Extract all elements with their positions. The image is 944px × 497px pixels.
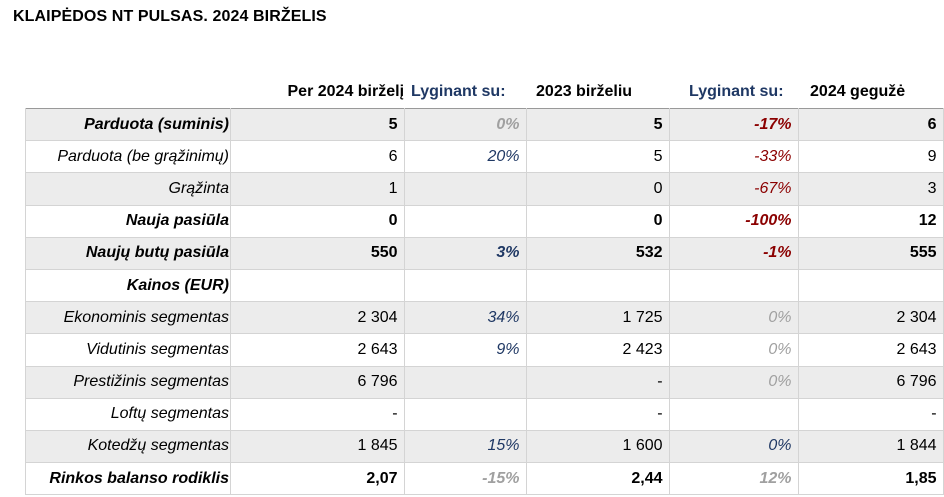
row-label: Kotedžų segmentas xyxy=(25,429,231,464)
value-prior-month xyxy=(797,268,944,303)
header-current-period: Per 2024 birželį xyxy=(287,82,405,100)
row-label: Parduota (be grąžinimų) xyxy=(25,140,231,174)
row-label: Kainos (EUR) xyxy=(25,268,231,303)
value-current: 1 845 xyxy=(230,429,405,464)
value-prior-month: 3 xyxy=(797,172,944,206)
table-row: Prestižinis segmentas 6 796-0% 6 796 xyxy=(25,365,944,399)
change-vs-prior-year xyxy=(403,397,527,431)
value-prior-month: 12 xyxy=(797,204,944,238)
value-prior-year: 0 xyxy=(525,172,670,206)
change-vs-prior-month: 12% xyxy=(668,462,799,496)
header-label-column xyxy=(26,75,231,109)
value-prior-month: - xyxy=(797,397,944,431)
table-row: Nauja pasiūla 0 0 -100% 12 xyxy=(25,204,944,238)
value-prior-month: 2 643 xyxy=(797,333,944,367)
page-title: KLAIPĖDOS NT PULSAS. 2024 BIRŽELIS xyxy=(13,8,327,25)
change-vs-prior-year: 20% xyxy=(403,140,527,174)
header-comparison-2: Lyginant su: xyxy=(689,82,784,100)
row-label: Parduota (suminis) xyxy=(25,107,231,142)
change-vs-prior-month: -1% xyxy=(668,236,799,270)
header-comparison-1: Lyginant su: xyxy=(411,82,506,100)
row-label: Grąžinta xyxy=(25,172,231,206)
change-vs-prior-year: 15% xyxy=(403,429,527,464)
change-vs-prior-month: -17% xyxy=(668,107,799,142)
value-current: 0 xyxy=(230,204,405,238)
table-row: Grąžinta 1 0 -67% 3 xyxy=(25,172,944,206)
row-label: Ekonominis segmentas xyxy=(25,301,231,335)
change-vs-prior-month: 0% xyxy=(668,429,799,464)
value-prior-year: 0 xyxy=(525,204,670,238)
value-prior-year: 2,44 xyxy=(525,462,670,496)
table-header-row: Per 2024 birželį Lyginant su: 2023 birže… xyxy=(26,75,944,109)
market-pulse-table: Per 2024 birželį Lyginant su: 2023 birže… xyxy=(25,75,944,496)
value-prior-year: 1 725 xyxy=(525,301,670,335)
value-prior-year: - xyxy=(525,397,670,431)
value-prior-year: 5 xyxy=(525,107,670,142)
value-prior-month: 1,85 xyxy=(797,462,944,496)
header-prior-month: 2024 gegužė xyxy=(810,82,906,100)
value-current: 1 xyxy=(230,172,405,206)
value-prior-year xyxy=(525,268,670,303)
row-label: Rinkos balanso rodiklis xyxy=(25,462,231,496)
header-prior-year: 2023 birželiu xyxy=(536,82,633,100)
row-label: Nauja pasiūla xyxy=(25,204,231,238)
value-prior-month: 2 304 xyxy=(797,301,944,335)
value-prior-month: 9 xyxy=(797,140,944,174)
table-row: Rinkos balanso rodiklis 2,07 -15% 2,44 12% 1,… xyxy=(25,462,944,496)
table-row: Kainos (EUR) xyxy=(25,268,944,303)
change-vs-prior-month: 0% xyxy=(668,333,799,367)
change-vs-prior-month: -33% xyxy=(668,140,799,174)
value-prior-year: 5 xyxy=(525,140,670,174)
change-vs-prior-year: 34% xyxy=(403,301,527,335)
row-label: Loftų segmentas xyxy=(25,397,231,431)
table-row: Kotedžų segmentas 1 845 15% 1 600 0% 1 844 xyxy=(25,429,944,464)
change-vs-prior-month xyxy=(668,397,799,431)
change-vs-prior-month: -67% xyxy=(668,172,799,206)
row-label: Prestižinis segmentas xyxy=(25,365,231,399)
change-vs-prior-year xyxy=(403,204,527,238)
value-current: 5 xyxy=(230,107,405,142)
change-vs-prior-year: 9% xyxy=(403,333,527,367)
value-prior-month: 6 796 xyxy=(797,365,944,399)
value-prior-year: 1 600 xyxy=(525,429,670,464)
value-prior-year: - xyxy=(525,365,670,399)
change-vs-prior-year: 3% xyxy=(403,236,527,270)
value-current: 6 796 xyxy=(230,365,405,399)
value-current: 2 304 xyxy=(230,301,405,335)
change-vs-prior-year: -15% xyxy=(403,462,527,496)
change-vs-prior-month: -100% xyxy=(668,204,799,238)
table-row: Parduota (suminis) 5 0% 5 -17% 6 xyxy=(25,107,944,142)
change-vs-prior-year xyxy=(403,268,527,303)
value-current: 6 xyxy=(230,140,405,174)
value-current: 550 xyxy=(230,236,405,270)
change-vs-prior-year: 0% xyxy=(403,107,527,142)
row-label: Naujų butų pasiūla xyxy=(25,236,231,270)
change-vs-prior-year xyxy=(403,172,527,206)
value-prior-year: 2 423 xyxy=(525,333,670,367)
table-row: Vidutinis segmentas 2 643 9% 2 423 0% 2 643 xyxy=(25,333,944,367)
value-prior-year: 532 xyxy=(525,236,670,270)
table-row: Parduota (be grąžinimų) 6 20% 5 -33% 9 xyxy=(25,140,944,174)
change-vs-prior-month: 0% xyxy=(668,365,799,399)
value-current: 2 643 xyxy=(230,333,405,367)
row-label: Vidutinis segmentas xyxy=(25,333,231,367)
table-row: Loftų segmentas - - - xyxy=(25,397,944,431)
value-current: 2,07 xyxy=(230,462,405,496)
change-vs-prior-month: 0% xyxy=(668,301,799,335)
value-prior-month: 1 844 xyxy=(797,429,944,464)
table-row: Naujų butų pasiūla 550 3% 532 -1% 555 xyxy=(25,236,944,270)
change-vs-prior-year xyxy=(403,365,527,399)
table-row: Ekonominis segmentas 2 304 34% 1 725 0% 2 304 xyxy=(25,301,944,335)
value-current: - xyxy=(230,397,405,431)
value-prior-month: 6 xyxy=(797,107,944,142)
change-vs-prior-month xyxy=(668,268,799,303)
value-prior-month: 555 xyxy=(797,236,944,270)
value-current xyxy=(230,268,405,303)
